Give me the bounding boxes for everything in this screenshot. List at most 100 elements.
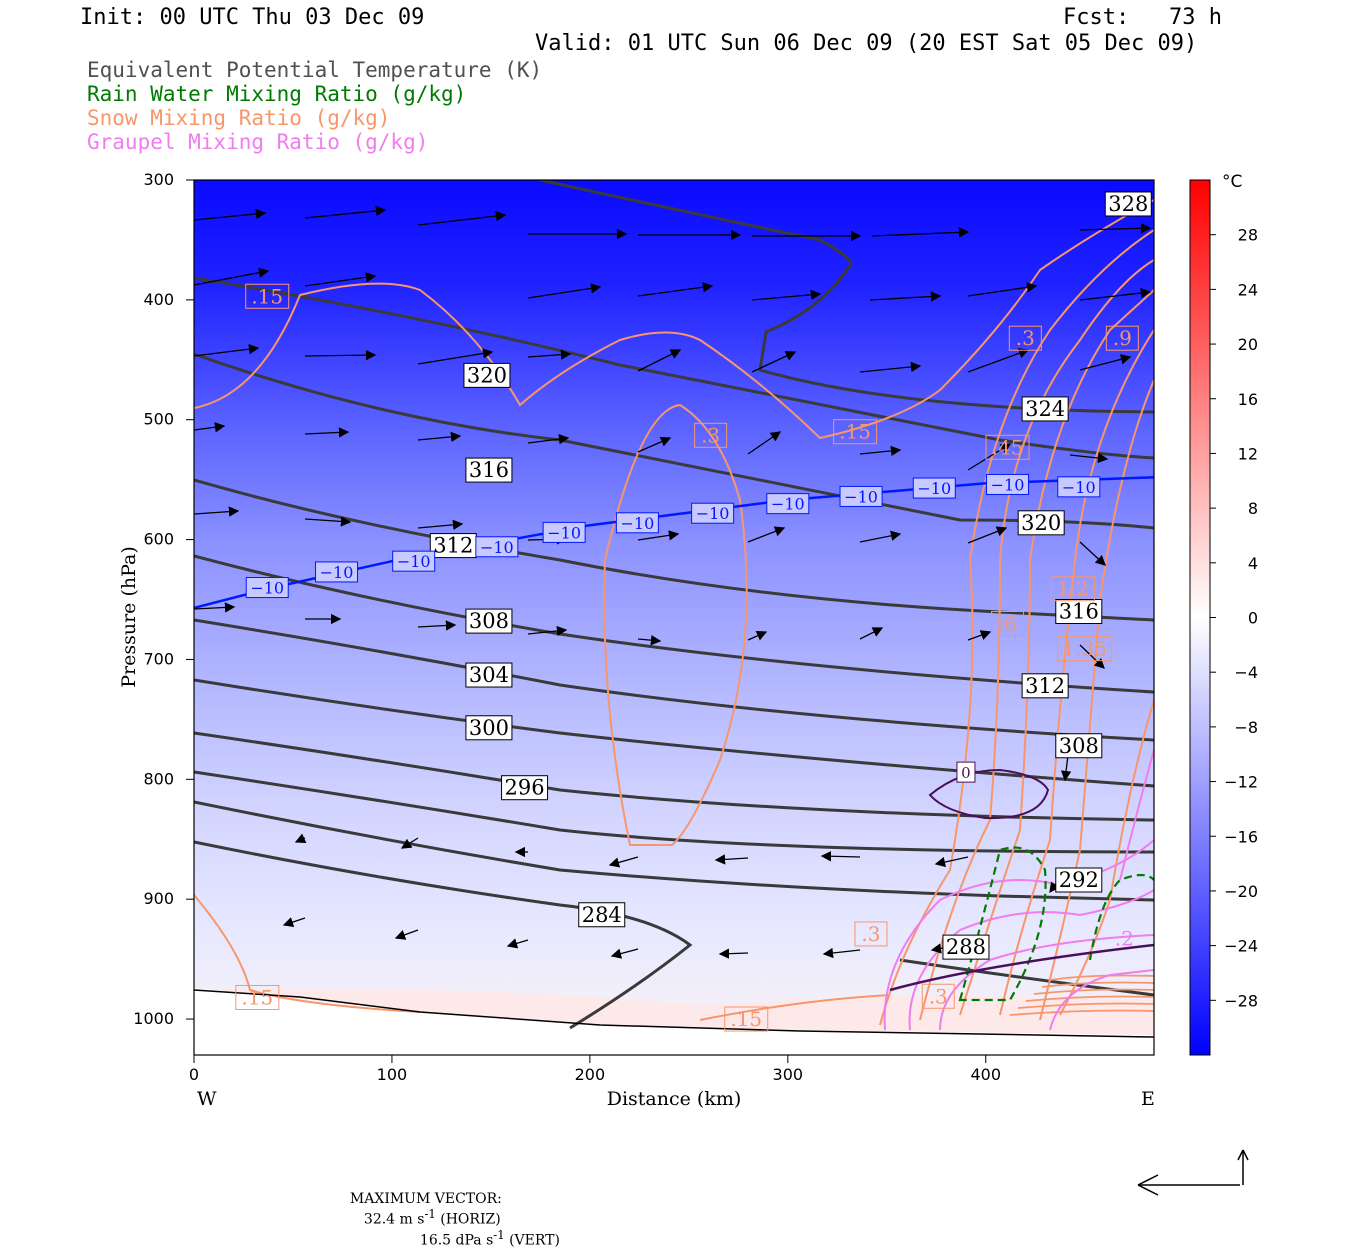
theta-e-label-box — [1021, 396, 1069, 422]
wind-vector — [747, 431, 782, 455]
isotherm-label-box — [475, 536, 519, 558]
y-axis-title: Pressure (hPa) — [118, 546, 140, 688]
snow-label-box — [854, 921, 888, 947]
theta-e-line — [194, 276, 1154, 460]
snow-contour-line — [194, 894, 421, 1013]
wind-vector — [304, 516, 352, 527]
wind-vector — [194, 267, 270, 286]
snow-label-box — [724, 1006, 769, 1032]
isotherm-label-box — [392, 550, 436, 572]
wind-vector — [1079, 287, 1152, 301]
graupel-contour-line — [1049, 969, 1154, 1031]
theta-e-label-box — [465, 608, 513, 634]
theta-e-label: 284 — [582, 903, 622, 927]
theta-e-label: 296 — [505, 776, 545, 800]
wind-vector — [506, 938, 529, 949]
colorbar-tick-label: 16 — [1238, 390, 1258, 409]
wind-vector — [747, 630, 768, 641]
wind-vector — [934, 856, 969, 868]
colorbar-tick-label: −16 — [1224, 827, 1258, 846]
snow-contour-line — [194, 199, 1154, 440]
y-tick-label: 600 — [143, 530, 174, 549]
snow-contour-line — [879, 229, 1154, 1026]
colorbar-tick-label: 0 — [1248, 609, 1258, 628]
wind-vector — [820, 851, 861, 862]
wind-vector — [871, 227, 970, 238]
y-tick-label: 400 — [143, 290, 174, 309]
snow-label-box — [1008, 325, 1042, 351]
wind-vector — [967, 443, 1012, 471]
colorbar-tick-label: −20 — [1224, 882, 1258, 901]
wind-vector — [747, 526, 786, 543]
snow-contour-line — [1017, 1002, 1154, 1009]
snow-label: 1.35 — [1062, 637, 1107, 661]
wind-vector — [859, 445, 902, 457]
wind-vector — [608, 856, 639, 868]
isotherm-label: −10 — [547, 523, 581, 542]
snow-label-box — [991, 610, 1025, 636]
wind-vector — [194, 343, 260, 357]
isotherm-label: −10 — [480, 538, 514, 557]
colorbar-tick-label: −24 — [1224, 937, 1258, 956]
wind-vector — [304, 349, 377, 361]
x-tick-label: 300 — [773, 1065, 804, 1084]
theta-e-label-box — [578, 902, 626, 928]
wind-vector — [610, 948, 639, 959]
snow-label-box — [1050, 576, 1095, 602]
theta-e-label-box — [1017, 510, 1065, 536]
x-tick-label: 400 — [970, 1065, 1001, 1084]
legend-snow: Snow Mixing Ratio (g/kg) — [87, 106, 391, 130]
x-axis-title: Distance (km) — [607, 1088, 742, 1110]
theta-e-label: 312 — [433, 534, 473, 558]
colorbar — [1189, 179, 1211, 1056]
graupel-contour-line — [1119, 749, 1154, 881]
theta-e-line — [539, 180, 1154, 414]
isotherm-label-box — [691, 502, 735, 524]
wind-vector — [859, 530, 902, 543]
isotherm-label-box — [1057, 476, 1101, 498]
theta-e-label-box — [1021, 673, 1069, 699]
wind-vector — [1060, 754, 1072, 782]
wind-vector — [1079, 644, 1105, 669]
forecast-hour: Fcst: 73 h — [1063, 5, 1222, 30]
snow-label: 1.2 — [1057, 577, 1089, 601]
theta-e-label: 316 — [1059, 600, 1099, 624]
valid-time: Valid: 01 UTC Sun 06 Dec 09 (20 EST Sat … — [535, 31, 1198, 56]
isotherm-label: −10 — [1062, 478, 1096, 497]
isotherm-label: −10 — [696, 504, 730, 523]
snow-contour-line — [919, 259, 1154, 1021]
wind-vector — [527, 625, 568, 637]
wind-vector — [751, 289, 822, 301]
wind-vector — [967, 282, 1038, 297]
snow-label-box — [921, 983, 955, 1009]
snow-contour-line — [1041, 981, 1154, 988]
colorbar-tick-label: 20 — [1238, 335, 1258, 354]
isotherm-label: −10 — [844, 487, 878, 506]
colorbar-tick-label: 4 — [1248, 554, 1258, 573]
theta-e-line — [194, 800, 1154, 902]
horiz-key-arrowhead — [1137, 1174, 1159, 1196]
snow-label: .15 — [839, 420, 871, 444]
theta-e-label-box — [465, 662, 513, 688]
x-tick-label: 100 — [377, 1065, 408, 1084]
theta-e-label-box — [429, 533, 477, 559]
wind-vector — [194, 208, 267, 221]
max-vert-value: 16.5 dPa s — [419, 1232, 494, 1248]
colorbar-ticks: 28 24 20 16 12 8 4 0 −4 −8 −12 −16 −20 −24 −28 — [1210, 226, 1258, 1010]
max-horiz-exponent: -1 — [424, 1207, 436, 1221]
wind-vector — [859, 361, 922, 373]
snow-label: .15 — [251, 284, 283, 308]
wind-vector — [718, 948, 749, 959]
wind-vector — [637, 282, 714, 297]
x-axis-west-label: W — [197, 1088, 217, 1110]
theta-e-label: 300 — [469, 716, 509, 740]
colorbar-unit: °C — [1222, 172, 1242, 192]
max-vector-caption: MAXIMUM VECTOR: 32.4 m s-1 (HORIZ) 16.5 … — [341, 1175, 560, 1248]
zero-isotherm-label-box — [956, 761, 976, 783]
isotherm-label: −10 — [397, 552, 431, 571]
snow-contour-line — [1049, 974, 1154, 981]
wind-vector — [527, 349, 572, 360]
max-vector-key — [1137, 1149, 1249, 1196]
wind-vector — [417, 210, 507, 226]
snow-label-box — [1057, 636, 1113, 662]
